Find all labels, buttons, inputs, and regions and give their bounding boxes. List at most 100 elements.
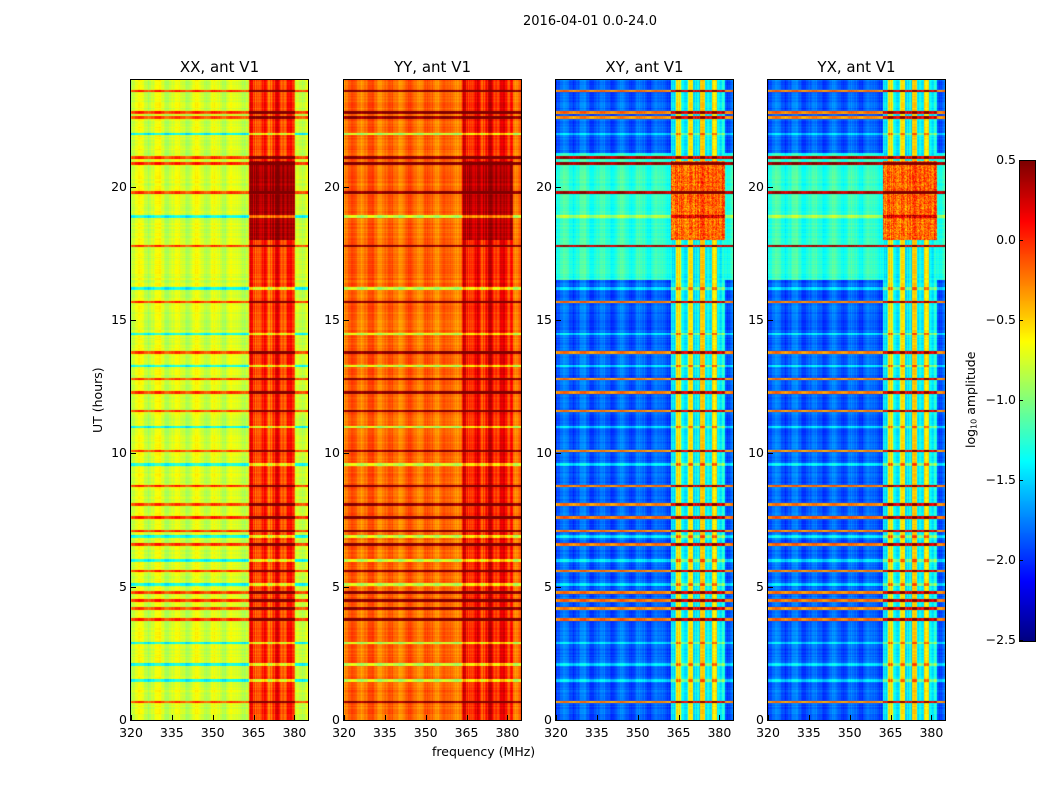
y-tick-mark xyxy=(344,586,349,588)
y-tick-label: 10 xyxy=(324,445,340,461)
x-tick-mark xyxy=(849,715,851,720)
x-tick-mark xyxy=(131,715,132,720)
heatmap-panel xyxy=(130,79,309,721)
y-tick-label: 10 xyxy=(536,445,552,461)
y-tick-mark xyxy=(556,720,561,721)
y-tick-mark xyxy=(131,453,136,455)
figure-title: 2016-04-01 0.0-24.0 xyxy=(523,14,657,29)
y-tick-label: 15 xyxy=(324,312,340,327)
y-tick-mark xyxy=(344,453,349,455)
x-tick-mark xyxy=(596,715,598,720)
x-tick-mark xyxy=(212,715,214,720)
x-tick-label: 365 xyxy=(878,725,903,740)
y-tick-mark xyxy=(556,320,561,321)
colorbar-tick-label: −2.5 xyxy=(985,632,1016,647)
colorbar-tick-mark xyxy=(1019,240,1023,241)
x-tick-mark xyxy=(637,715,639,720)
x-tick-mark xyxy=(678,715,680,720)
y-tick-label: 0 xyxy=(332,712,340,727)
x-tick-label: 335 xyxy=(796,725,821,740)
colorbar xyxy=(1019,160,1036,642)
heatmap-cells xyxy=(131,80,308,720)
x-tick-label: 350 xyxy=(413,725,438,740)
heatmap-panel xyxy=(343,79,522,721)
y-tick-label: 20 xyxy=(536,178,552,194)
colorbar-label: log10 amplitude xyxy=(963,340,979,460)
panel-title: YY, ant V1 xyxy=(393,58,471,76)
y-tick-label: 5 xyxy=(119,578,127,594)
x-tick-mark xyxy=(466,715,468,720)
heatmap-cells xyxy=(556,80,733,720)
y-tick-mark xyxy=(344,720,349,721)
x-tick-label: 335 xyxy=(584,725,609,740)
y-tick-label: 10 xyxy=(748,445,764,461)
heatmap-panel xyxy=(555,79,734,721)
y-tick-mark xyxy=(131,186,136,188)
x-tick-mark xyxy=(384,715,386,720)
heatmap-cells xyxy=(344,80,521,720)
y-tick-mark xyxy=(768,186,773,188)
x-tick-mark xyxy=(890,715,892,720)
y-tick-mark xyxy=(344,186,349,188)
y-tick-mark xyxy=(556,453,561,455)
x-tick-label: 380 xyxy=(282,725,307,740)
y-tick-label: 15 xyxy=(536,312,552,327)
y-tick-label: 15 xyxy=(748,312,764,327)
x-tick-label: 320 xyxy=(332,725,356,740)
y-tick-label: 0 xyxy=(756,712,764,727)
colorbar-tick-label: −2.0 xyxy=(985,552,1016,567)
y-tick-mark xyxy=(344,320,349,321)
x-tick-mark xyxy=(808,715,810,720)
x-tick-label: 320 xyxy=(544,725,568,740)
colorbar-label-rest: amplitude xyxy=(963,351,978,419)
x-tick-label: 365 xyxy=(241,725,266,740)
x-tick-mark xyxy=(344,715,345,720)
panel-title: YX, ant V1 xyxy=(817,58,896,76)
y-tick-mark xyxy=(768,320,773,321)
x-axis-label: frequency (MHz) xyxy=(432,744,536,759)
x-tick-label: 350 xyxy=(200,725,225,740)
y-tick-label: 10 xyxy=(111,445,127,461)
y-tick-label: 5 xyxy=(332,578,340,594)
heatmap-panel xyxy=(767,79,946,721)
x-tick-label: 380 xyxy=(495,725,520,740)
y-tick-mark xyxy=(556,586,561,588)
x-tick-mark xyxy=(556,715,557,720)
y-tick-label: 0 xyxy=(544,712,552,727)
colorbar-tick-mark xyxy=(1019,560,1023,561)
colorbar-tick-label: −1.0 xyxy=(985,392,1016,407)
colorbar-tick-mark xyxy=(1019,160,1023,161)
colorbar-tick-label: 0.5 xyxy=(996,152,1016,167)
colorbar-tick-mark xyxy=(1019,640,1023,641)
y-tick-label: 15 xyxy=(111,312,127,327)
y-tick-mark xyxy=(768,586,773,588)
x-tick-mark xyxy=(931,715,933,720)
colorbar-label-sub: 10 xyxy=(969,418,979,430)
y-tick-mark xyxy=(556,186,561,188)
x-tick-label: 350 xyxy=(837,725,862,740)
x-tick-mark xyxy=(507,715,509,720)
x-tick-mark xyxy=(171,715,173,720)
x-tick-label: 380 xyxy=(707,725,732,740)
x-tick-label: 320 xyxy=(756,725,780,740)
x-tick-label: 350 xyxy=(625,725,650,740)
y-tick-label: 20 xyxy=(324,178,340,194)
colorbar-tick-label: −1.5 xyxy=(985,472,1016,487)
colorbar-tick-mark xyxy=(1019,480,1023,481)
y-tick-mark xyxy=(131,320,136,321)
colorbar-tick-label: 0.0 xyxy=(996,232,1016,247)
y-tick-mark xyxy=(768,453,773,455)
heatmap-cells xyxy=(768,80,945,720)
y-tick-mark xyxy=(768,720,773,721)
y-tick-mark xyxy=(131,720,136,721)
y-tick-label: 20 xyxy=(111,178,127,194)
colorbar-tick-mark xyxy=(1019,320,1023,321)
colorbar-tick-label: −0.5 xyxy=(985,312,1016,327)
x-tick-label: 380 xyxy=(919,725,944,740)
x-tick-mark xyxy=(253,715,255,720)
panel-title: XY, ant V1 xyxy=(605,58,684,76)
colorbar-gradient xyxy=(1020,161,1035,641)
x-tick-mark xyxy=(425,715,427,720)
y-tick-label: 20 xyxy=(748,178,764,194)
